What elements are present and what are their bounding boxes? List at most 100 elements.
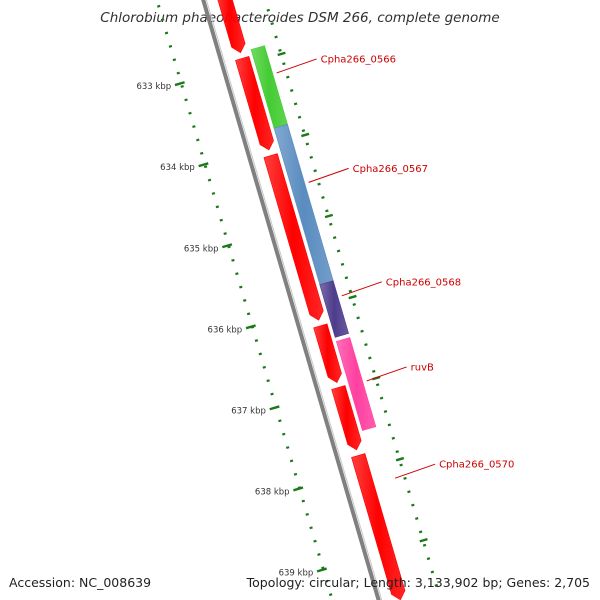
scale-tick xyxy=(293,486,304,492)
gc-tick xyxy=(282,432,286,436)
gc-tick xyxy=(278,419,282,423)
gc-tick xyxy=(375,383,380,387)
scale-tick-label: 636 kbp xyxy=(208,325,243,335)
scale-tick xyxy=(222,243,233,249)
gc-tick xyxy=(352,303,356,306)
gc-tick xyxy=(172,58,177,62)
gc-tick xyxy=(344,276,349,280)
gene-label: Cpha266_0568 xyxy=(386,277,461,288)
gc-tick xyxy=(266,379,270,383)
gc-tick xyxy=(411,503,415,507)
scale-tick xyxy=(316,567,328,573)
gc-tick xyxy=(317,182,321,186)
gc-tick xyxy=(313,169,317,173)
gc-tick xyxy=(254,339,259,343)
gene-label-leader xyxy=(308,167,349,183)
scale-tick xyxy=(269,405,280,411)
gene-label-leader xyxy=(366,366,407,382)
gc-tick xyxy=(282,62,286,66)
gene-label-leader xyxy=(341,281,382,297)
gene-label-leader xyxy=(276,58,317,74)
gc-tick xyxy=(160,18,165,22)
gc-tick xyxy=(328,593,333,597)
gc-tick xyxy=(301,499,306,503)
gene-label: Cpha266_0570 xyxy=(439,460,514,471)
forward-cds-track xyxy=(217,0,406,600)
gc-tick xyxy=(317,553,321,557)
gc-tick xyxy=(211,191,216,195)
gc-tick xyxy=(321,196,325,199)
gc-tick xyxy=(309,526,313,530)
scale-tick-label: 635 kbp xyxy=(184,244,219,254)
scale-tick xyxy=(198,162,209,168)
gc-tick xyxy=(285,446,290,450)
scale-tick xyxy=(245,324,256,330)
gc-tick xyxy=(246,312,251,316)
gc-tick xyxy=(168,44,173,48)
gene-block xyxy=(335,337,377,431)
gc-tick xyxy=(270,392,274,396)
gc-tick xyxy=(227,245,231,249)
gc-tick xyxy=(235,272,239,276)
gc-tick xyxy=(332,236,337,240)
gc-major-tick xyxy=(324,213,334,219)
gc-tick xyxy=(219,218,223,222)
gc-tick xyxy=(215,205,220,209)
gc-tick xyxy=(184,98,188,102)
gc-tick xyxy=(239,285,243,289)
gc-tick xyxy=(164,31,169,35)
map-title: Chlorobium phaeobacteroides DSM 266, com… xyxy=(100,10,500,26)
gc-tick xyxy=(297,115,302,119)
accession-text: Accession: NC_008639 xyxy=(9,575,152,590)
gc-tick xyxy=(231,258,235,262)
gc-tick xyxy=(426,557,431,561)
gc-tick xyxy=(418,530,423,534)
gene-label: Cpha266_0566 xyxy=(321,54,396,65)
scale-tick-label: 637 kbp xyxy=(231,406,266,416)
gc-tick xyxy=(207,178,212,182)
gc-tick xyxy=(368,356,372,360)
gc-tick xyxy=(180,84,184,88)
gc-tick xyxy=(199,151,204,155)
gc-tick xyxy=(278,48,282,52)
gene-label: Cpha266_0567 xyxy=(353,164,428,175)
cds-arrow xyxy=(235,56,274,151)
gc-tick xyxy=(313,539,317,543)
gc-major-tick xyxy=(301,132,310,138)
gc-tick xyxy=(293,472,298,476)
gc-major-tick xyxy=(277,51,286,57)
gc-tick xyxy=(399,463,403,467)
gc-tick xyxy=(305,142,310,146)
gc-tick xyxy=(262,365,266,369)
gc-tick xyxy=(340,262,345,266)
scale-tick-label: 633 kbp xyxy=(136,82,171,92)
backbone xyxy=(201,0,383,600)
gc-major-tick xyxy=(395,456,405,462)
gene-track xyxy=(250,45,377,431)
gene-label: ruvB xyxy=(411,362,434,373)
backbone-line xyxy=(201,0,381,600)
gc-tick xyxy=(403,476,407,480)
backbone-line xyxy=(205,0,383,600)
gc-tick xyxy=(203,165,208,169)
scale-tick xyxy=(174,81,185,87)
gc-tick xyxy=(356,316,360,320)
gc-tick xyxy=(223,232,227,236)
gc-tick xyxy=(293,102,298,106)
genome-summary-text: Topology: circular; Length: 3,133,902 bp… xyxy=(246,575,590,590)
gene-block xyxy=(319,280,349,338)
gc-tick xyxy=(176,71,180,75)
cds-arrow xyxy=(331,385,362,451)
gc-major-tick xyxy=(419,537,428,543)
gc-tick xyxy=(329,222,333,226)
scale-tick-label: 638 kbp xyxy=(255,487,290,497)
gc-tick xyxy=(274,35,278,39)
cds-arrow xyxy=(313,323,342,383)
gc-tick xyxy=(188,111,192,115)
gc-tick xyxy=(414,517,419,520)
gc-tick xyxy=(321,566,325,570)
gc-tick xyxy=(270,22,274,26)
gc-content-ticks xyxy=(156,4,439,597)
gc-tick xyxy=(383,410,388,413)
